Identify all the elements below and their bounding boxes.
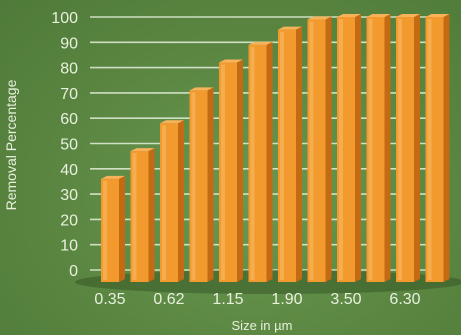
bar-side: [148, 148, 155, 282]
y-tick-label: 40: [60, 162, 78, 179]
bar-side: [384, 14, 391, 282]
bar-highlight: [309, 21, 314, 281]
y-axis-label: Removal Percentage: [3, 79, 19, 210]
bar-front: [130, 151, 149, 282]
bar-front: [278, 29, 296, 283]
bar-front: [337, 17, 355, 282]
y-tick-label: 20: [60, 212, 78, 229]
bar-front: [160, 123, 178, 282]
bar-top: [160, 120, 184, 124]
bar-front: [425, 17, 444, 282]
bar-highlight: [427, 19, 432, 280]
bar: [425, 14, 450, 282]
y-tick-label: 80: [60, 61, 78, 78]
bar-front: [189, 90, 208, 283]
bar-highlight: [221, 64, 225, 280]
bar-top: [307, 16, 332, 20]
bar-top: [425, 14, 450, 17]
bar-highlight: [103, 180, 107, 280]
x-tick-label: 1.90: [271, 291, 302, 308]
bar-top: [366, 14, 391, 17]
bar-side: [443, 14, 450, 282]
bar-top: [130, 148, 155, 152]
bar: [130, 148, 155, 282]
bar-side: [296, 26, 302, 283]
bar: [278, 26, 302, 283]
y-tick-label: 30: [60, 187, 78, 204]
bar-front: [366, 17, 385, 282]
x-tick-label: 6.30: [389, 291, 420, 308]
bar-front: [219, 62, 237, 282]
bar-highlight: [191, 92, 196, 281]
bar-side: [414, 14, 420, 282]
bar: [189, 87, 214, 283]
bar-side: [207, 87, 214, 283]
bar-front: [307, 19, 326, 283]
bar-highlight: [280, 31, 284, 281]
bar: [160, 120, 184, 282]
bar-side: [237, 59, 243, 282]
bar: [219, 59, 243, 282]
bar-highlight: [132, 153, 137, 280]
bar-highlight: [368, 19, 373, 280]
y-tick-label: 50: [60, 137, 78, 154]
bar-top: [396, 14, 420, 17]
y-tick-label: 60: [60, 111, 78, 128]
bar-highlight: [339, 19, 343, 280]
bar-highlight: [398, 19, 402, 280]
x-tick-label: 0.35: [94, 291, 125, 308]
bar: [248, 41, 273, 282]
y-tick-label: 70: [60, 86, 78, 103]
y-tick-label: 0: [69, 263, 78, 280]
bar-side: [119, 175, 125, 282]
x-tick-label: 0.62: [153, 291, 184, 308]
y-tick-label: 10: [60, 238, 78, 255]
bar-top: [101, 175, 125, 179]
bar-side: [325, 16, 332, 283]
x-axis-label: Size in µm: [232, 318, 293, 333]
bar: [307, 16, 332, 283]
bar-top: [219, 59, 243, 63]
x-tick-label: 3.50: [330, 291, 361, 308]
bar-top: [189, 87, 214, 91]
bar-top: [337, 14, 361, 17]
y-tick-label: 90: [60, 35, 78, 52]
x-tick-label: 1.15: [212, 291, 243, 308]
bar-top: [278, 26, 302, 30]
bar-top: [248, 41, 273, 45]
y-tick-label: 100: [51, 10, 78, 27]
bar: [337, 14, 361, 282]
bar-side: [355, 14, 361, 282]
bar-highlight: [162, 125, 166, 280]
bar-front: [248, 44, 267, 282]
bar-highlight: [250, 46, 255, 280]
bar-front: [396, 17, 414, 282]
bar-side: [178, 120, 184, 282]
bar-side: [266, 41, 273, 282]
bar-front: [101, 178, 119, 282]
bar: [396, 14, 420, 282]
bar: [366, 14, 391, 282]
bar: [101, 175, 125, 282]
